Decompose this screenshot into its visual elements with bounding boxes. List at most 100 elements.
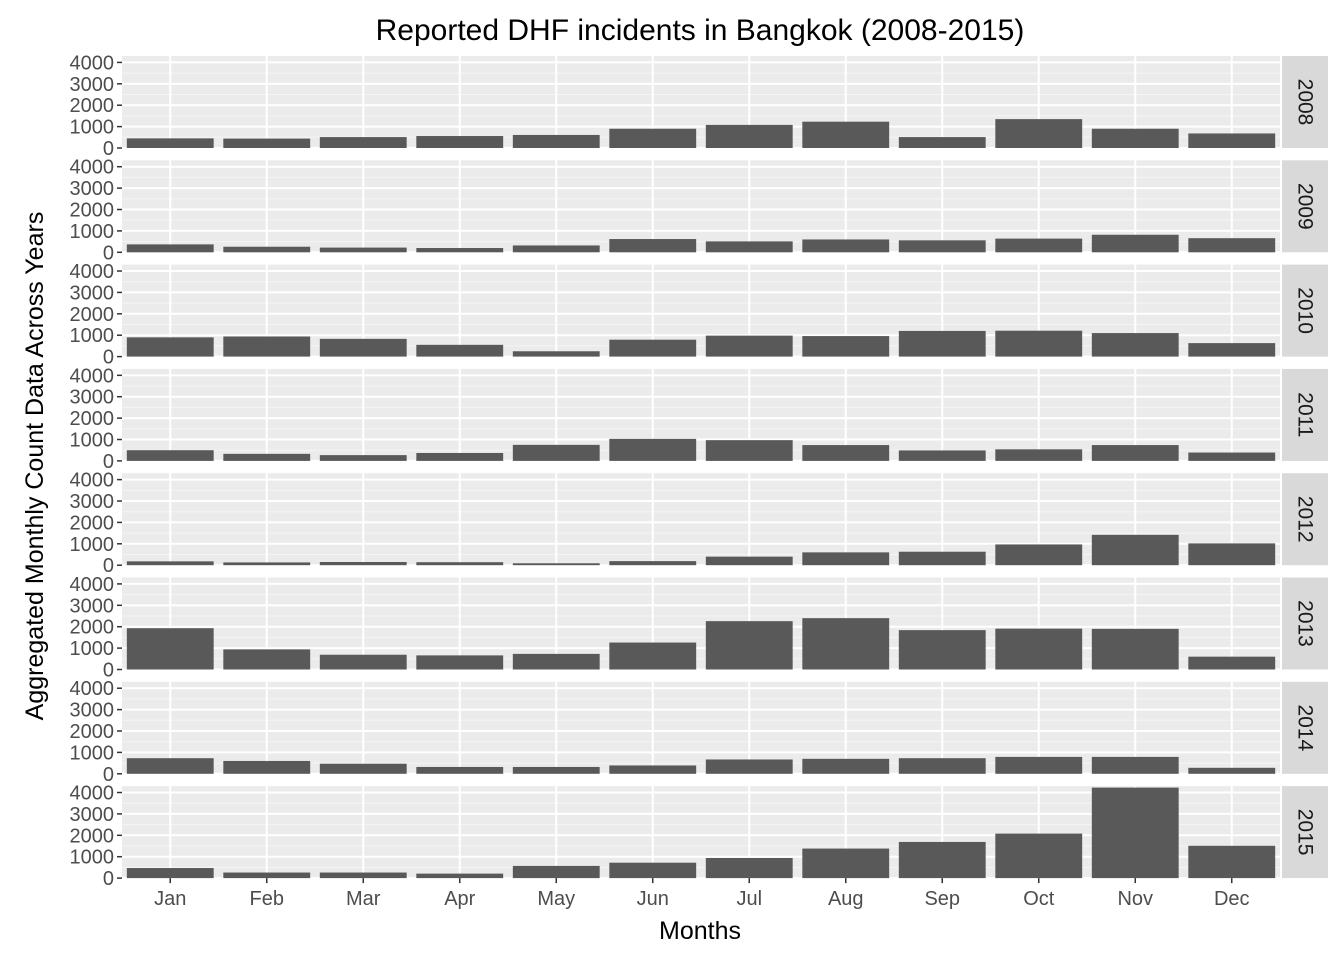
bar-2008-May [512,134,600,148]
bar-2013-Sep [898,630,986,670]
bar-2014-Jul [705,759,793,774]
bar-2008-Dec [1188,133,1276,148]
bar-2011-Jun [609,438,697,461]
bar-2009-Aug [802,239,890,253]
y-tick-label: 2000 [70,617,115,639]
bar-2011-Jul [705,440,793,461]
bar-2012-Feb [223,562,311,566]
bar-2013-Mar [319,654,407,670]
bar-2009-Jun [609,239,697,253]
bar-2014-Oct [995,756,1083,774]
bar-2012-Jun [609,561,697,566]
y-tick-label: 4000 [70,574,115,596]
y-tick-label: 0 [103,242,114,264]
bar-2015-May [512,865,600,879]
x-axis-title: Months [659,917,741,945]
bar-2010-Feb [223,336,311,357]
y-axis-title: Aggregated Monthly Count Data Across Yea… [21,212,49,721]
bar-2008-Mar [319,137,407,148]
x-tick-label: Apr [444,888,475,910]
y-tick-label: 3000 [70,491,115,513]
bar-2008-Jun [609,128,697,148]
x-tick-label: Nov [1117,888,1153,910]
bar-2009-Jul [705,241,793,253]
bar-2008-Oct [995,119,1083,148]
x-tick-label: Feb [250,888,284,910]
y-tick-label: 3000 [70,595,115,617]
x-tick-label: Jun [637,888,669,910]
panel-background [122,56,1280,148]
panel-background [122,160,1280,253]
panel-background [122,473,1280,566]
facet-strip-label: 2012 [1294,496,1317,543]
bar-2011-Nov [1091,445,1179,461]
bar-2008-Jul [705,124,793,148]
facet-strip-label: 2009 [1294,183,1317,230]
bar-2012-Jan [126,561,214,566]
y-tick-label: 2000 [70,95,115,117]
bar-2013-Jun [609,642,697,670]
chart-title: Reported DHF incidents in Bangkok (2008-… [376,14,1025,47]
bar-2014-Feb [223,760,311,774]
y-tick-label: 3000 [70,74,115,96]
facet-strip [1282,160,1328,253]
y-tick-label: 1000 [70,742,115,764]
bar-2013-Feb [223,649,311,670]
bar-2009-Oct [995,238,1083,253]
x-tick-label: May [537,888,575,910]
y-tick-label: 4000 [70,261,115,283]
facet-strip [1282,786,1328,879]
y-tick-label: 2000 [70,512,115,534]
bar-2014-Dec [1188,767,1276,774]
bar-2008-Feb [223,138,311,148]
bar-2010-Apr [416,344,504,357]
bar-2014-Jan [126,758,214,774]
bar-2015-Feb [223,872,311,879]
y-tick-label: 4000 [70,470,115,492]
y-tick-label: 1000 [70,430,115,452]
panel-background [122,786,1280,879]
bar-2013-Oct [995,628,1083,670]
bar-2012-Jul [705,556,793,566]
bar-2012-Apr [416,562,504,566]
y-tick-label: 4000 [70,678,115,700]
bar-2011-Mar [319,455,407,461]
x-tick-label: Oct [1023,888,1055,910]
bar-2015-Sep [898,841,986,879]
bar-2009-Dec [1188,238,1276,253]
x-tick-label: Sep [924,888,960,910]
bar-2012-May [512,563,600,566]
facet-strip [1282,56,1328,148]
bar-2010-Nov [1091,333,1179,357]
bar-2014-Jun [609,765,697,774]
y-tick-label: 2000 [70,304,115,326]
y-tick-label: 3000 [70,804,115,826]
y-tick-label: 1000 [70,638,115,660]
x-tick-label: Jul [736,888,762,910]
bar-2015-Jul [705,857,793,879]
bar-2013-Nov [1091,628,1179,670]
y-tick-label: 4000 [70,157,115,179]
bar-2013-Jul [705,621,793,670]
facet-strip [1282,681,1328,774]
bar-2012-Mar [319,561,407,566]
bar-2009-Feb [223,246,311,253]
bar-2010-Mar [319,338,407,357]
bar-2011-Jan [126,450,214,461]
bar-2010-Sep [898,330,986,357]
bar-2009-Sep [898,240,986,253]
bar-2011-Feb [223,453,311,461]
bar-2008-Aug [802,121,890,148]
bar-2008-Sep [898,137,986,148]
y-tick-label: 1000 [70,117,115,139]
bar-2015-Apr [416,873,504,879]
bar-2013-Jan [126,628,214,670]
bar-2011-Sep [898,450,986,461]
bar-2013-May [512,653,600,670]
facet-strip-label: 2010 [1294,287,1317,334]
bar-2010-Oct [995,330,1083,357]
y-tick-label: 2000 [70,825,115,847]
